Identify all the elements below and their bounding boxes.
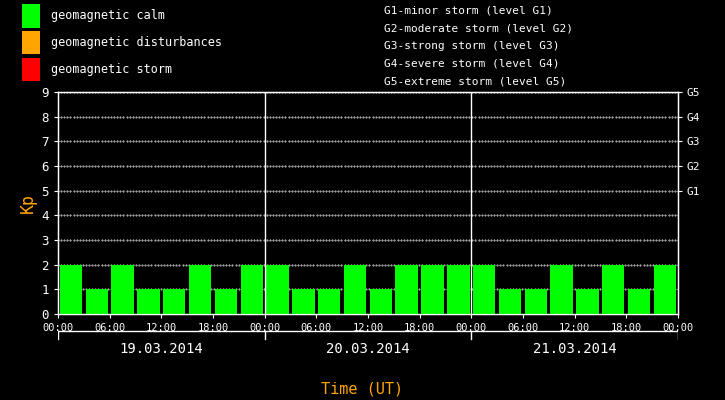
Bar: [188, 265, 211, 314]
Bar: [499, 289, 521, 314]
Bar: [137, 289, 160, 314]
Bar: [266, 265, 289, 314]
Bar: [318, 289, 341, 314]
Bar: [654, 265, 676, 314]
Text: Time (UT): Time (UT): [321, 381, 404, 396]
Text: 20.03.2014: 20.03.2014: [326, 342, 410, 356]
Bar: [421, 265, 444, 314]
Bar: [447, 265, 470, 314]
Bar: [163, 289, 186, 314]
Text: G1-minor storm (level G1): G1-minor storm (level G1): [384, 6, 553, 16]
Y-axis label: Kp: Kp: [20, 193, 37, 213]
Bar: [344, 265, 366, 314]
Bar: [86, 289, 108, 314]
FancyBboxPatch shape: [22, 31, 40, 54]
Text: geomagnetic storm: geomagnetic storm: [51, 63, 172, 76]
Bar: [370, 289, 392, 314]
Bar: [112, 265, 133, 314]
Bar: [292, 289, 315, 314]
Bar: [550, 265, 573, 314]
Text: G5-extreme storm (level G5): G5-extreme storm (level G5): [384, 76, 566, 86]
Text: G4-severe storm (level G4): G4-severe storm (level G4): [384, 59, 560, 69]
Text: geomagnetic calm: geomagnetic calm: [51, 9, 165, 22]
Text: G3-strong storm (level G3): G3-strong storm (level G3): [384, 41, 560, 51]
Bar: [59, 265, 82, 314]
Bar: [215, 289, 237, 314]
FancyBboxPatch shape: [22, 58, 40, 81]
Bar: [241, 265, 263, 314]
Bar: [473, 265, 495, 314]
Text: G2-moderate storm (level G2): G2-moderate storm (level G2): [384, 23, 573, 33]
Text: 21.03.2014: 21.03.2014: [533, 342, 616, 356]
Bar: [525, 289, 547, 314]
Text: 19.03.2014: 19.03.2014: [120, 342, 203, 356]
Bar: [576, 289, 599, 314]
Text: geomagnetic disturbances: geomagnetic disturbances: [51, 36, 222, 49]
Bar: [396, 265, 418, 314]
Bar: [602, 265, 624, 314]
Bar: [628, 289, 650, 314]
FancyBboxPatch shape: [22, 4, 40, 28]
